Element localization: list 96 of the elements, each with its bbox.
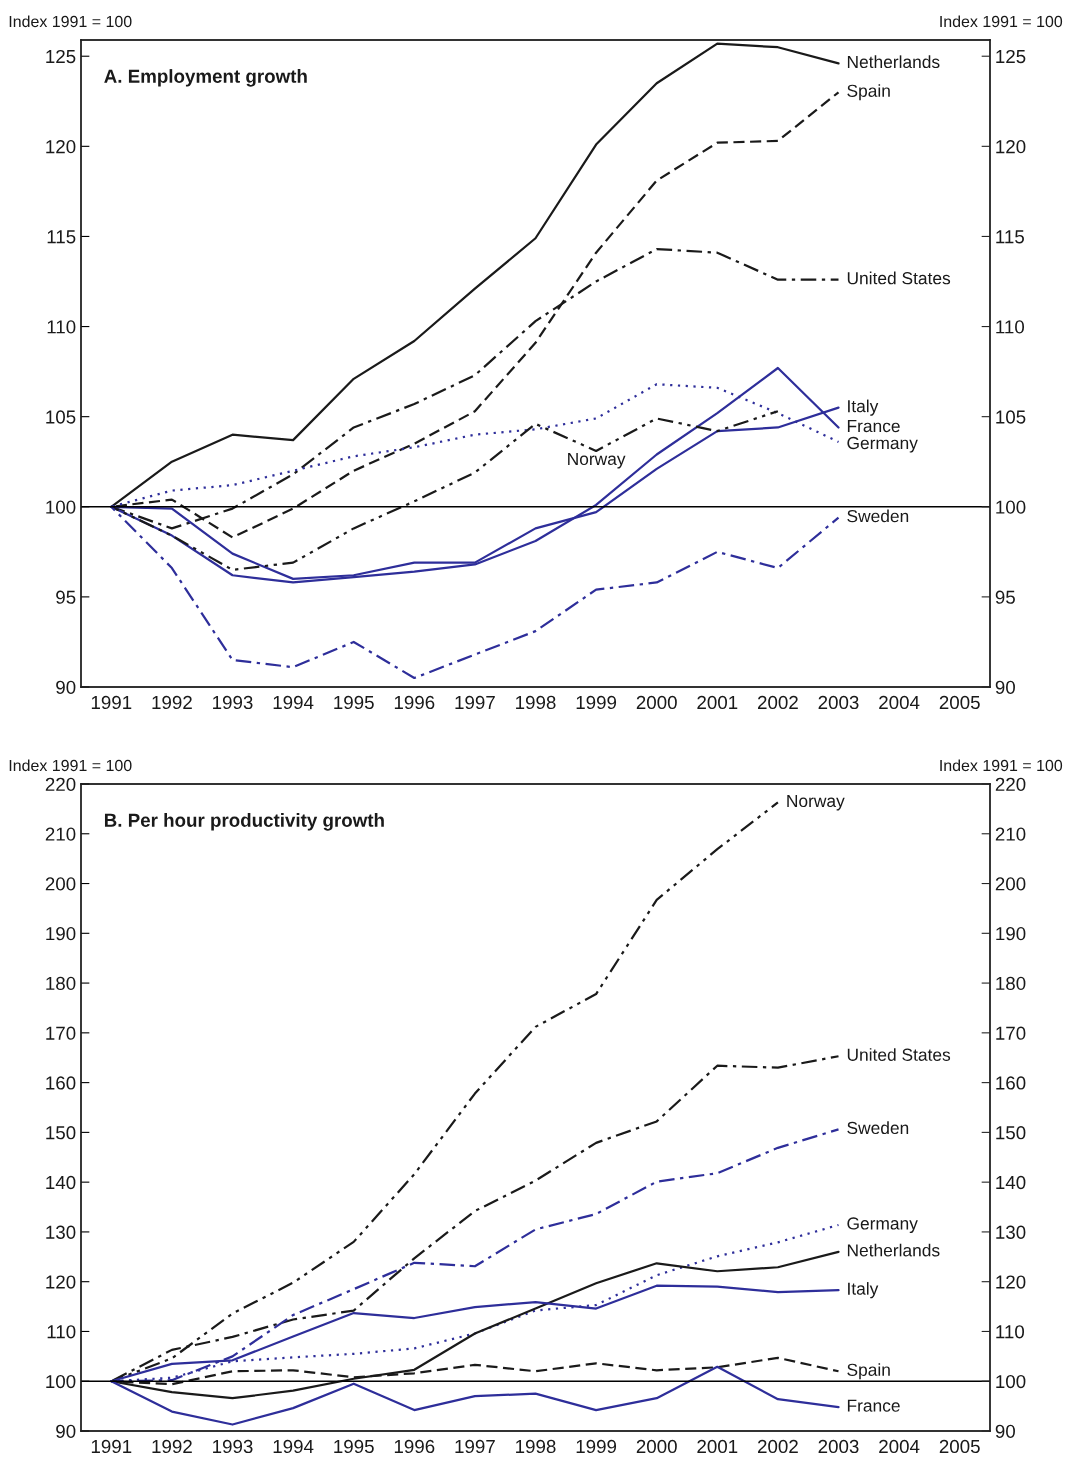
series-label: Netherlands <box>847 1243 940 1257</box>
y-tick-label: 125 <box>46 49 76 64</box>
y2-tick-label: 120 <box>996 1275 1026 1289</box>
x-tick-label: 2003 <box>818 695 859 710</box>
series-label: Norway <box>787 794 845 811</box>
y-tick-label: 120 <box>46 140 76 154</box>
y-tick-label: 200 <box>45 877 76 891</box>
y2-tick-label: 120 <box>996 140 1026 154</box>
series-label: France <box>847 1399 900 1412</box>
x-tick-label: 1996 <box>394 1439 435 1454</box>
x-tick-label: 1992 <box>152 1439 192 1454</box>
series-label: Spain <box>847 1363 890 1380</box>
x-tick-label: 2004 <box>879 1439 920 1454</box>
x-tick-label: 1999 <box>576 695 617 710</box>
x-tick-label: 2001 <box>697 695 738 710</box>
y2-tick-label: 125 <box>996 49 1026 64</box>
y-tick-label: 100 <box>46 500 76 514</box>
y2-tick-label: 90 <box>995 680 1015 694</box>
x-tick-label: 1994 <box>273 1439 314 1454</box>
x-tick-label: 2003 <box>818 1439 859 1454</box>
x-tick-label: 2005 <box>939 695 980 710</box>
y2-tick-label: 100 <box>996 500 1026 514</box>
series-label: Germany <box>847 1217 918 1234</box>
y2-tick-label: 160 <box>996 1076 1026 1090</box>
series-label: Germany <box>847 436 918 453</box>
x-tick-label: 2004 <box>879 695 920 710</box>
y-tick-label: 115 <box>47 230 76 244</box>
series-label: Italy <box>848 1282 879 1299</box>
series-label: United States <box>847 1048 951 1061</box>
y-tick-label: 95 <box>56 590 76 604</box>
annotation: Norway <box>568 452 626 469</box>
y-tick-label: 90 <box>56 680 76 694</box>
x-tick-label: 1991 <box>91 1439 132 1454</box>
y-tick-label: 170 <box>46 1026 76 1040</box>
y-tick-label: 90 <box>56 1424 76 1438</box>
x-tick-label: 2005 <box>939 1439 980 1454</box>
y-tick-label: 100 <box>46 1374 76 1389</box>
text: B. Per hour productivity growth <box>104 813 384 831</box>
y2-tick-label: 105 <box>996 410 1026 424</box>
y-tick-label: 110 <box>47 1325 76 1339</box>
y-tick-label: 180 <box>46 976 76 991</box>
series-label: Italy <box>848 399 879 416</box>
y-tick-label: 120 <box>46 1275 76 1289</box>
series-label: Netherlands <box>847 55 940 69</box>
x-tick-label: 1993 <box>213 1439 253 1454</box>
x-tick-label: 1996 <box>394 695 435 710</box>
x-tick-label: 1991 <box>91 695 132 710</box>
y-axis-title: Index 1991 = 100 <box>9 759 132 772</box>
series-label: Sweden <box>847 1121 909 1135</box>
x-tick-label: 1999 <box>576 1439 617 1454</box>
y2-tick-label: 140 <box>996 1175 1026 1190</box>
y2-tick-label: 110 <box>996 1325 1025 1339</box>
y2-tick-label: 170 <box>996 1026 1026 1040</box>
y2-tick-label: 90 <box>995 1424 1015 1438</box>
x-tick-label: 2000 <box>636 1439 677 1454</box>
y2-tick-label: 220 <box>995 777 1026 791</box>
x-tick-label: 1995 <box>334 695 374 710</box>
y-tick-label: 220 <box>45 777 76 791</box>
y2-tick-label: 115 <box>996 230 1024 244</box>
x-tick-label: 2002 <box>757 1439 798 1454</box>
x-tick-label: 1994 <box>273 695 314 710</box>
series-label: France <box>847 420 900 433</box>
series-label: Spain <box>847 84 890 101</box>
y2-tick-label: 180 <box>996 976 1026 991</box>
y-tick-label: 150 <box>46 1126 76 1140</box>
y-tick-label: 190 <box>46 927 76 941</box>
x-tick-label: 1998 <box>516 1439 556 1454</box>
y-tick-label: 130 <box>46 1225 76 1239</box>
y2-tick-label: 190 <box>996 927 1026 941</box>
y2-tick-label: 95 <box>995 590 1015 604</box>
x-tick-label: 1998 <box>516 695 556 710</box>
y2-axis-title: Index 1991 = 100 <box>940 15 1063 28</box>
y2-tick-label: 100 <box>996 1374 1026 1389</box>
x-tick-label: 1997 <box>455 695 495 710</box>
x-tick-label: 1992 <box>152 695 192 710</box>
y-tick-label: 160 <box>46 1076 76 1090</box>
x-tick-label: 2000 <box>636 695 677 710</box>
y-tick-label: 140 <box>46 1175 76 1190</box>
text: A. Employment growth <box>104 69 307 87</box>
y-tick-label: 105 <box>46 410 76 424</box>
x-tick-label: 1995 <box>334 1439 374 1454</box>
series-label: United States <box>847 271 951 285</box>
x-tick-label: 1997 <box>455 1439 495 1454</box>
y2-tick-label: 200 <box>995 877 1026 891</box>
y2-tick-label: 150 <box>996 1126 1026 1140</box>
y2-axis-title: Index 1991 = 100 <box>940 759 1063 772</box>
y2-tick-label: 210 <box>995 827 1026 841</box>
y2-tick-label: 130 <box>996 1225 1026 1239</box>
y2-tick-label: 110 <box>996 320 1025 334</box>
series-label: Sweden <box>847 509 909 523</box>
x-tick-label: 2002 <box>757 695 798 710</box>
y-axis-title: Index 1991 = 100 <box>9 15 132 28</box>
x-tick-label: 2001 <box>697 1439 738 1454</box>
y-tick-label: 210 <box>45 827 76 841</box>
y-tick-label: 110 <box>47 320 76 334</box>
x-tick-label: 1993 <box>213 695 253 710</box>
